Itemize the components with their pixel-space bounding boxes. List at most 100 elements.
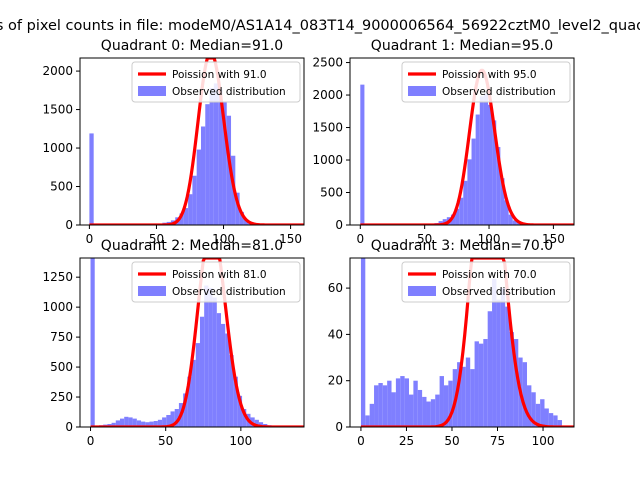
axes-frame [349,57,575,226]
y-tick-label: 250 [50,390,73,404]
histogram-bar [242,409,247,427]
histogram-bar [508,214,513,225]
histogram-bar [527,385,532,427]
legend-label-observed: Observed distribution [442,286,556,298]
histogram-bar [200,126,206,225]
histogram-bar [509,332,514,427]
x-tick-label: 0 [87,434,95,448]
axes-frame [79,257,305,428]
histogram-bar [235,192,240,225]
histogram-bar [553,415,558,427]
y-tick-label: 1000 [42,300,73,314]
histogram-bar [212,297,217,427]
histogram-bar [465,357,471,427]
histogram-bar [128,417,133,427]
legend-patch-observed [138,286,166,296]
histogram-bar [439,376,444,427]
histogram-bar [243,219,249,225]
legend-patch-observed [408,86,436,96]
x-tick-label: 75 [490,434,505,448]
histogram-bar [544,408,549,427]
histogram-bar [470,369,475,427]
x-tick-label: 0 [356,232,364,246]
histogram-bar [179,213,184,225]
histogram-bar [369,403,375,427]
legend-label-poisson: Poission with 81.0 [172,269,267,281]
histogram-bar [488,104,493,225]
histogram-bar [467,159,472,225]
histogram-bar [463,180,468,225]
histogram-bar [365,415,370,427]
histogram-bar [205,104,210,225]
y-tick-label: 0 [335,218,343,232]
histogram-bar [360,258,366,427]
histogram-bar [475,114,480,225]
histogram-bar [557,420,562,427]
x-tick-label: 150 [542,232,565,246]
histogram-bar [504,200,509,225]
histogram-bar [382,385,388,427]
y-tick-label: 750 [50,330,73,344]
y-tick-label: 2500 [312,56,343,70]
histogram-bar [258,422,264,427]
histogram-bar [195,343,200,427]
histogram-bar [119,418,125,427]
histogram-bar [442,219,447,225]
x-tick-label: 100 [212,232,235,246]
histogram-bar [505,306,510,427]
histogram-bar [426,401,431,427]
legend-label-poisson: Poission with 95.0 [442,69,537,81]
histogram-bar [183,393,188,427]
y-tick-label: 500 [50,180,73,194]
histogram-bar [395,378,401,427]
x-tick-label: 50 [417,232,432,246]
histogram-bar [225,333,230,427]
histogram-bar [222,101,227,225]
histogram-bar [548,413,554,427]
histogram-bar [417,389,423,427]
histogram-bar [483,93,489,225]
y-tick-label: 500 [50,360,73,374]
legend-box [401,61,571,103]
legend-label-poisson: Poission with 70.0 [442,269,537,281]
histogram-bar [162,417,167,427]
histogram-bar [360,84,365,225]
x-tick-label: 100 [478,232,501,246]
subplot-title: Quadrant 0: Median=91.0 [101,38,283,54]
histogram-bar [413,380,418,427]
legend: Poission with 81.0 Observed distribution [131,261,301,303]
histogram-bar [471,138,476,225]
x-tick-label: 150 [279,232,302,246]
y-tick-label: 0 [65,420,73,434]
histogram-bar [226,115,232,225]
histogram-bar [183,208,189,225]
y-tick-label: 1250 [42,270,73,284]
histogram-bar [209,88,214,225]
observed-histogram [90,258,293,427]
subplot-title: Quadrant 3: Median=70.0 [371,238,553,254]
histogram-bar [111,422,116,427]
legend: Poission with 95.0 Observed distribution [401,61,571,103]
histogram-bar [438,221,443,225]
legend-label-observed: Observed distribution [442,86,556,98]
histogram-bar [188,194,193,225]
histogram-bar [132,418,137,427]
legend-box [131,261,301,303]
histogram-bar [450,214,456,225]
histogram-bar [461,366,466,427]
y-tick-label: 0 [335,420,343,434]
legend-box [131,61,301,103]
histogram-bar [254,419,259,427]
histogram-bar [487,311,493,427]
histogram-bar [435,394,440,427]
histogram-bar [216,313,222,427]
histogram-bar [174,409,179,427]
histogram-bar [459,197,464,225]
histogram-bar [191,359,196,427]
y-tick-label: 1500 [312,121,343,135]
histogram-bar [136,420,142,427]
x-tick-label: 25 [399,434,414,448]
histogram-bar [457,362,462,427]
